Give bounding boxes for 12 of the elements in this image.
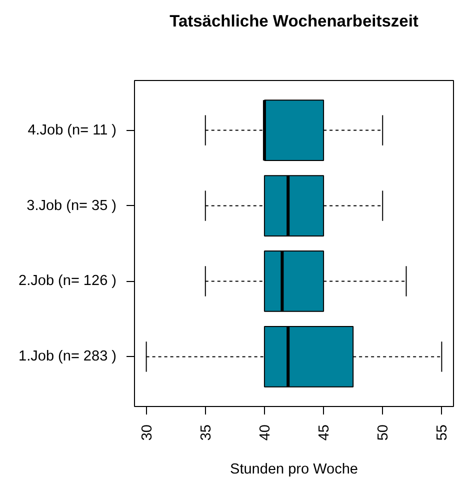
x-tick-label: 55 — [434, 424, 451, 441]
y-tick-label: 3.Job (n= 35 ) — [26, 198, 116, 214]
y-tick-label: 2.Job (n= 126 ) — [18, 273, 117, 290]
x-tick-label: 40 — [257, 424, 274, 441]
y-tick-label: 4.Job (n= 11 ) — [28, 122, 117, 138]
chart-title: Tatsächliche Wochenarbeitszeit — [170, 12, 419, 30]
x-tick-label: 50 — [376, 424, 392, 441]
x-tick-label: 45 — [316, 424, 333, 441]
y-tick-label: 1.Job (n= 283 ) — [18, 348, 117, 365]
x-axis-title: Stunden pro Woche — [230, 462, 358, 478]
x-tick-label: 30 — [139, 424, 156, 441]
x-tick-label: 35 — [198, 424, 214, 441]
